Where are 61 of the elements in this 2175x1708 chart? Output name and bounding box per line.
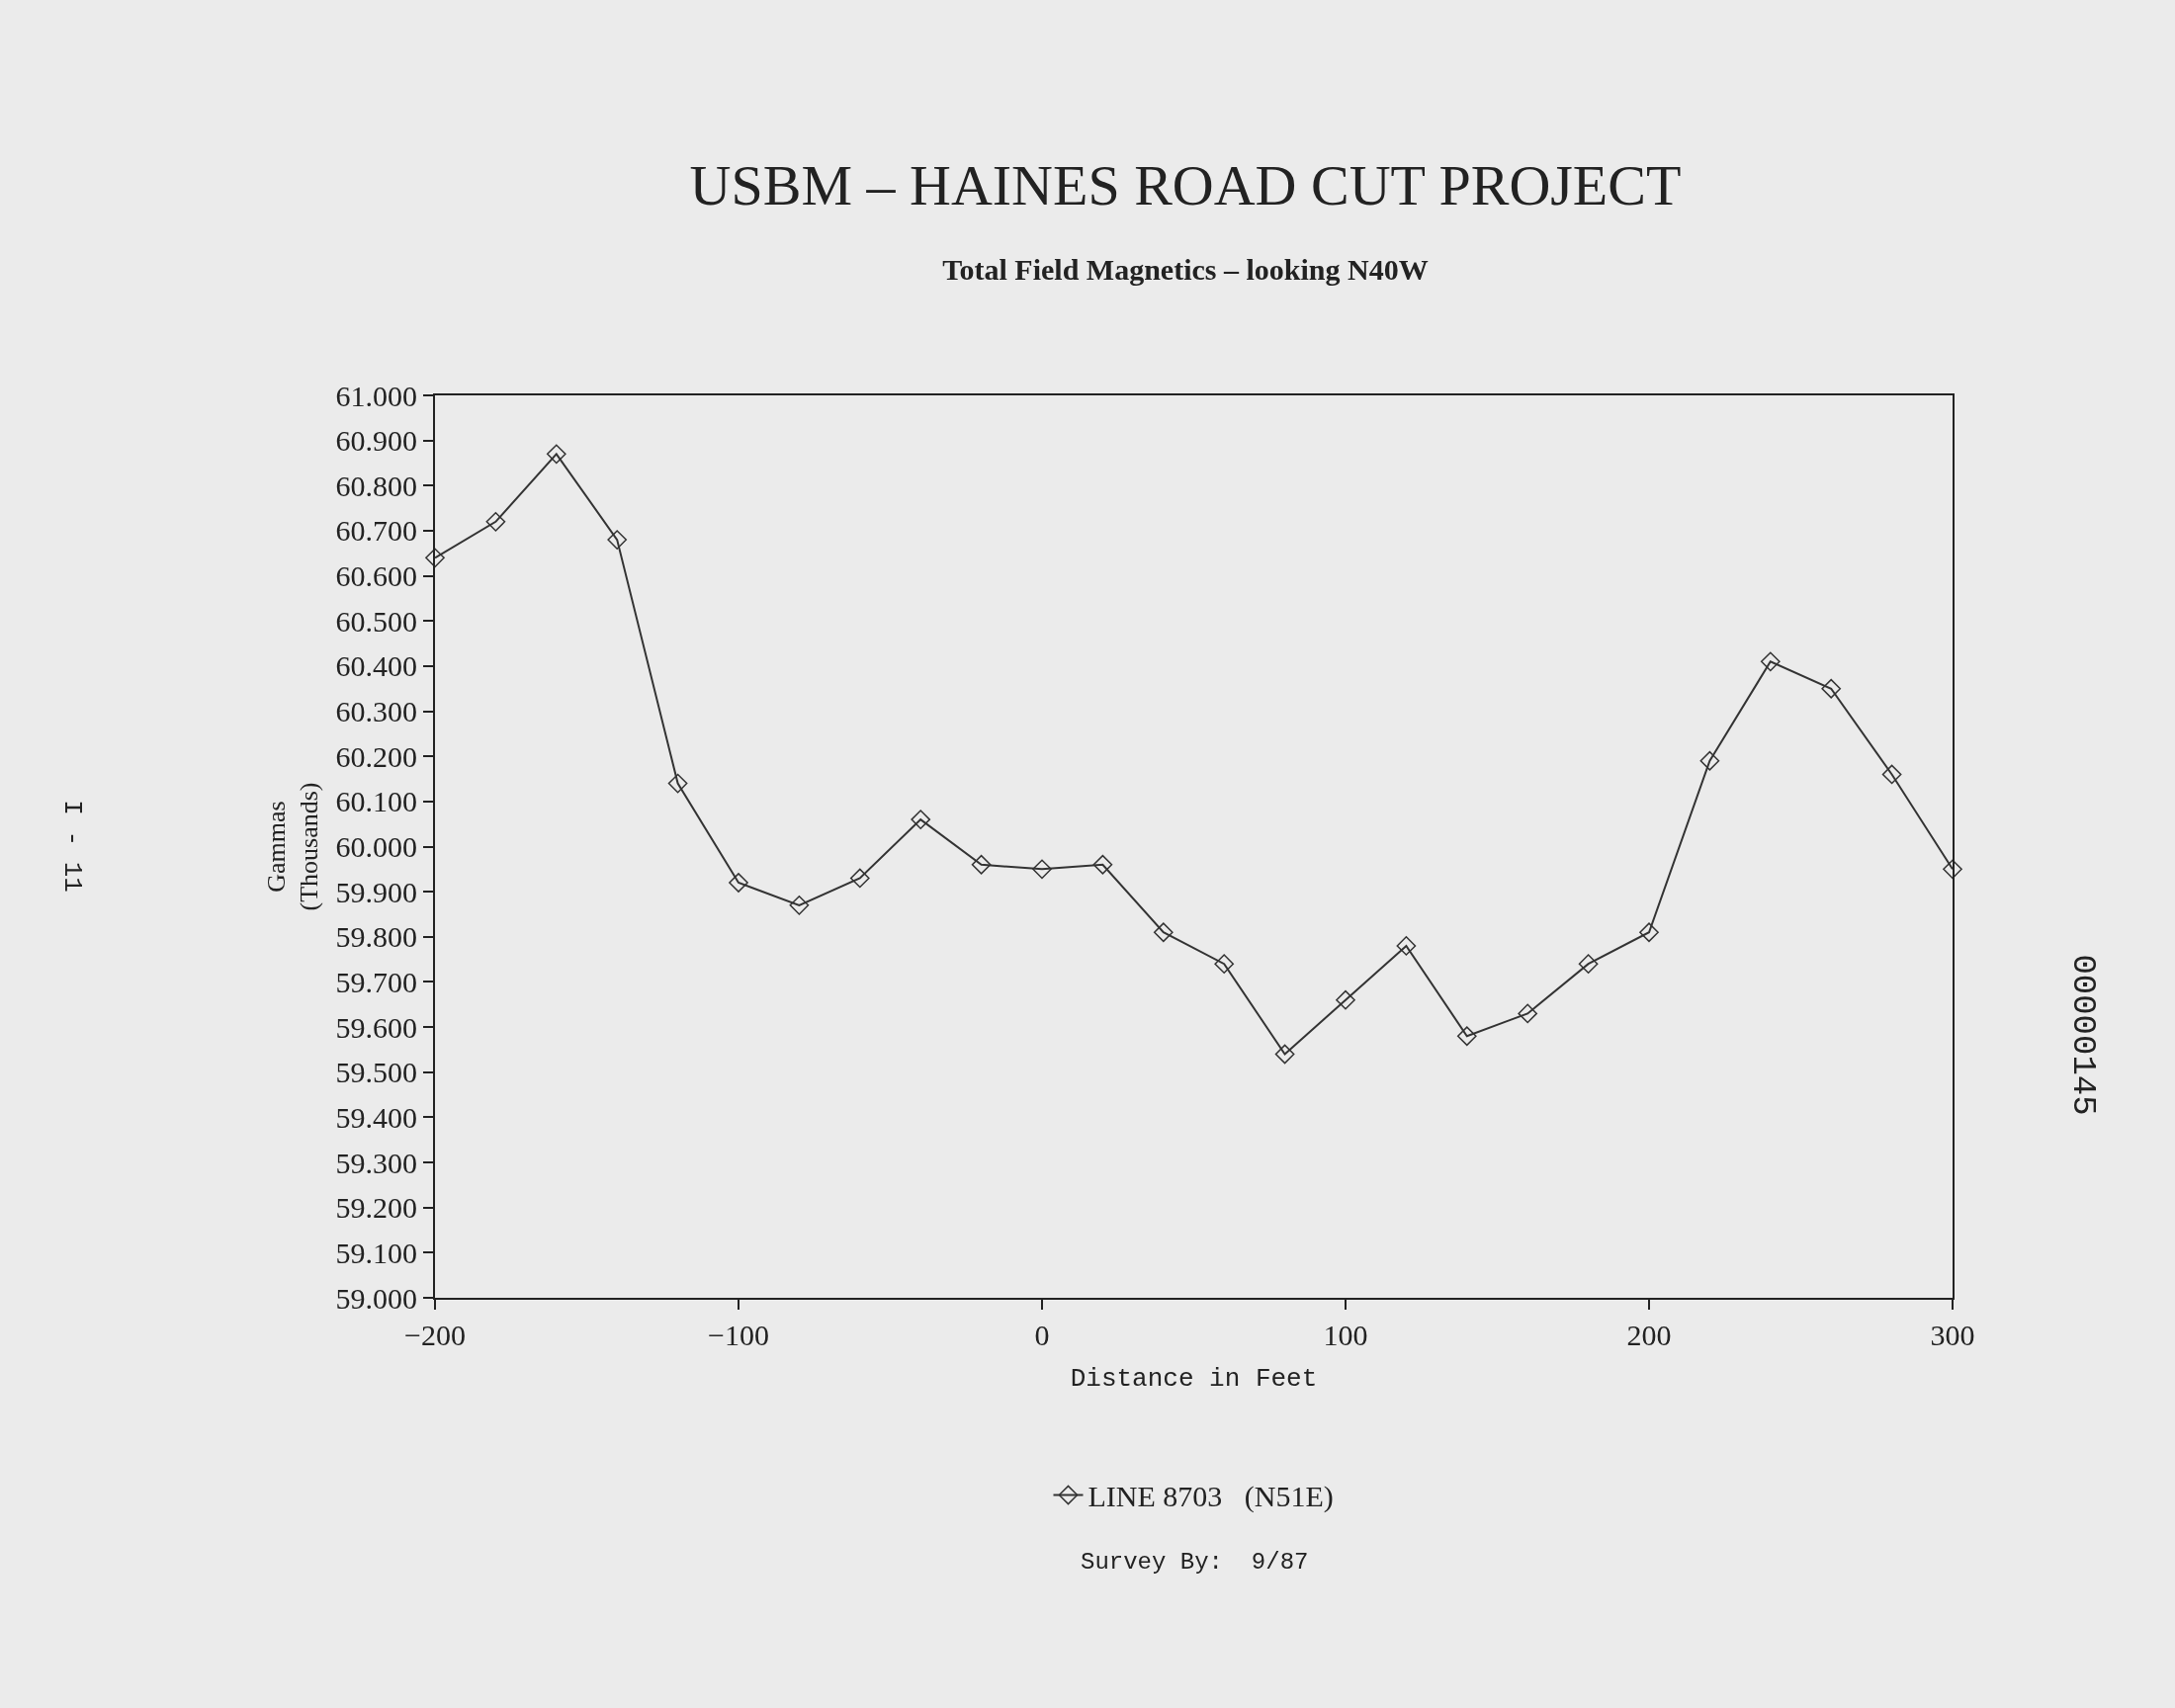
point <box>729 873 748 893</box>
point <box>1336 989 1355 1010</box>
x-tick-label: 100 <box>1323 1319 1368 1351</box>
point <box>1578 954 1599 975</box>
y-tick-label: 59.800 <box>335 920 417 954</box>
y-tick-label: 59.500 <box>335 1056 417 1089</box>
y-tick-label: 60.200 <box>335 739 417 773</box>
point <box>971 854 992 875</box>
x-tick-label: 300 <box>1930 1319 1975 1351</box>
point <box>1881 764 1902 785</box>
point <box>1821 678 1842 699</box>
point <box>1639 922 1659 943</box>
x-tick-label: 0 <box>1034 1319 1050 1351</box>
y-tick-label: 59.900 <box>335 875 417 908</box>
y-tick-label: 59.600 <box>335 1010 417 1044</box>
y-tick-label: 60.400 <box>335 649 417 683</box>
y-tick-label: 59.700 <box>335 965 417 998</box>
point <box>789 895 810 915</box>
point <box>1943 859 1962 880</box>
y-tick-label: 60.600 <box>335 559 417 593</box>
y-tick-label: 59.300 <box>335 1146 417 1179</box>
point <box>1456 1026 1477 1047</box>
y-tick-label: 60.900 <box>335 424 417 458</box>
x-tick-label: −200 <box>404 1319 466 1351</box>
y-tick-label: 60.800 <box>335 469 417 502</box>
y-tick-label: 59.000 <box>335 1281 417 1315</box>
point <box>1032 859 1052 880</box>
y-tick-label: 59.400 <box>335 1100 417 1134</box>
y-tick-label: 60.000 <box>335 830 417 863</box>
point <box>485 511 506 532</box>
y-axis-title: Gammas (Thousands) <box>261 782 324 911</box>
point <box>849 868 870 889</box>
x-tick-label: −100 <box>708 1319 769 1351</box>
x-axis-title: Distance in Feet <box>1070 1364 1318 1395</box>
point <box>1760 651 1781 672</box>
y-tick-label: 61.000 <box>335 379 417 412</box>
text: Survey By: 9/87 <box>1081 1549 1309 1576</box>
text: 00000145 <box>2064 954 2103 1116</box>
y-tick-label: 60.100 <box>335 785 417 818</box>
point <box>1274 1044 1295 1065</box>
x-tick-label: 200 <box>1626 1319 1672 1351</box>
point <box>1153 922 1174 943</box>
y-tick-label: 59.100 <box>335 1236 417 1269</box>
point <box>1092 854 1113 875</box>
y-tick-label: 60.700 <box>335 514 417 548</box>
point <box>1699 750 1720 771</box>
chart-subtitle: Total Field Magnetics – looking N40W <box>942 252 1429 286</box>
point <box>607 530 628 550</box>
point <box>667 773 688 794</box>
point <box>546 444 566 465</box>
chart-title: USBM – HAINES ROAD CUT PROJECT <box>689 153 1682 218</box>
point <box>1396 936 1417 956</box>
point <box>425 548 445 568</box>
point <box>1214 954 1235 975</box>
text: I - 11 <box>56 800 87 893</box>
legend-label: LINE 8703 (N51E) <box>1088 1480 1334 1514</box>
y-tick-label: 60.500 <box>335 604 417 638</box>
y-tick-label: 60.300 <box>335 695 417 728</box>
y-tick-label: 59.200 <box>335 1191 417 1225</box>
point <box>911 810 931 829</box>
point <box>1518 1003 1538 1024</box>
